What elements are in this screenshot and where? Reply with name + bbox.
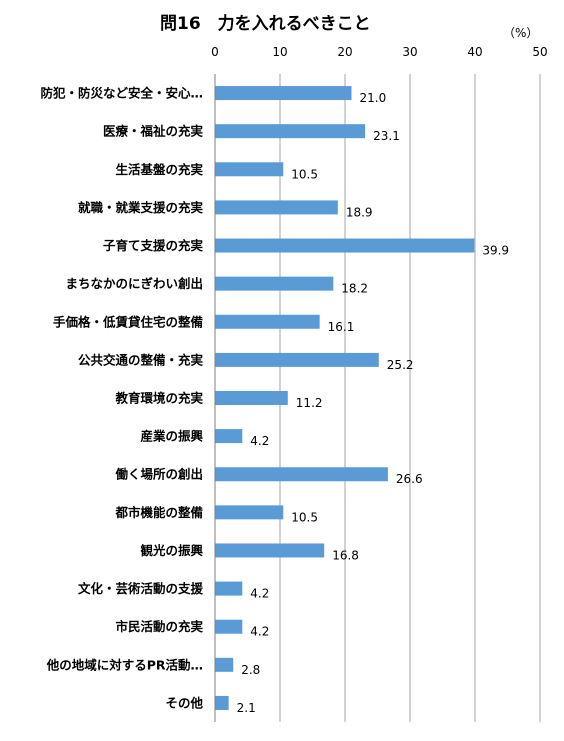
data-label: 25.2 xyxy=(387,358,414,372)
data-label: 11.2 xyxy=(296,396,323,410)
category-label: 公共交通の整備・充実 xyxy=(78,352,204,367)
category-label: 教育環境の充実 xyxy=(114,391,203,406)
bar xyxy=(215,581,243,596)
bar xyxy=(215,657,234,672)
data-label: 18.2 xyxy=(341,282,368,296)
bar xyxy=(215,314,320,329)
data-label: 39.9 xyxy=(482,244,509,258)
x-tick-label: 10 xyxy=(272,45,287,59)
category-label: 文化・芸術活動の支援 xyxy=(78,581,204,596)
category-label: 防犯・防災など安全・安心… xyxy=(40,86,203,101)
chart-title: 問16 力を入れるべきこと xyxy=(160,13,371,34)
bars xyxy=(215,86,475,710)
data-label: 2.1 xyxy=(237,701,256,715)
bar xyxy=(215,200,338,215)
unit-label: （%） xyxy=(503,26,538,40)
data-label: 4.2 xyxy=(250,625,269,639)
category-label: 観光の振興 xyxy=(140,543,203,558)
bar xyxy=(215,505,284,520)
category-label: 市民活動の充実 xyxy=(115,619,203,634)
bar xyxy=(215,429,243,444)
category-label: 都市機能の整備 xyxy=(114,505,203,520)
data-label: 2.8 xyxy=(241,663,260,677)
data-label: 18.9 xyxy=(346,205,373,219)
data-label: 16.8 xyxy=(332,548,359,562)
bar xyxy=(215,467,388,482)
bar xyxy=(215,124,366,139)
x-axis-ticks: 0 10 20 30 40 50 xyxy=(211,45,547,59)
bar xyxy=(215,238,475,253)
category-label: 子育て支援の充実 xyxy=(103,238,204,253)
data-label: 10.5 xyxy=(291,167,318,181)
data-label: 23.1 xyxy=(373,129,400,143)
bar xyxy=(215,391,288,405)
category-label: その他 xyxy=(165,695,203,710)
bar xyxy=(215,276,334,291)
bar xyxy=(215,162,284,177)
category-label: 就職・就業支援の充実 xyxy=(78,200,204,215)
data-label: 16.1 xyxy=(328,320,355,334)
x-tick-label: 20 xyxy=(337,45,352,59)
data-label: 10.5 xyxy=(291,510,318,524)
category-labels: 防犯・防災など安全・安心… 医療・福祉の充実生活基盤の充実就職・就業支援の充実子育… xyxy=(40,86,203,711)
category-label: 手価格・低賃貸住宅の整備 xyxy=(53,314,204,329)
data-label: 21.0 xyxy=(360,91,387,105)
data-label: 4.2 xyxy=(250,434,269,448)
value-labels: 21.0 23.1 10.5 18.9 39.9 18.2 16.1 25.2 11.2 4.2 2… xyxy=(237,91,509,715)
bar xyxy=(215,695,229,710)
category-label: 医療・福祉の充実 xyxy=(103,124,204,139)
x-tick-label: 50 xyxy=(532,45,547,59)
gridlines xyxy=(279,74,541,722)
bar xyxy=(215,619,243,634)
x-tick-label: 30 xyxy=(402,45,417,59)
bar xyxy=(215,543,325,558)
category-label: 働く場所の創出 xyxy=(114,467,203,482)
category-label: 生活基盤の充実 xyxy=(115,162,203,177)
data-label: 26.6 xyxy=(396,472,423,486)
category-label: 他の地域に対するPR活動… xyxy=(46,657,203,672)
category-label: 産業の振興 xyxy=(140,429,203,444)
bar xyxy=(215,86,352,101)
x-tick-label: 0 xyxy=(211,45,219,59)
bar xyxy=(215,352,379,367)
data-label: 4.2 xyxy=(250,587,269,601)
category-label: まちなかのにぎわい創出 xyxy=(65,276,203,291)
x-tick-label: 40 xyxy=(467,45,482,59)
